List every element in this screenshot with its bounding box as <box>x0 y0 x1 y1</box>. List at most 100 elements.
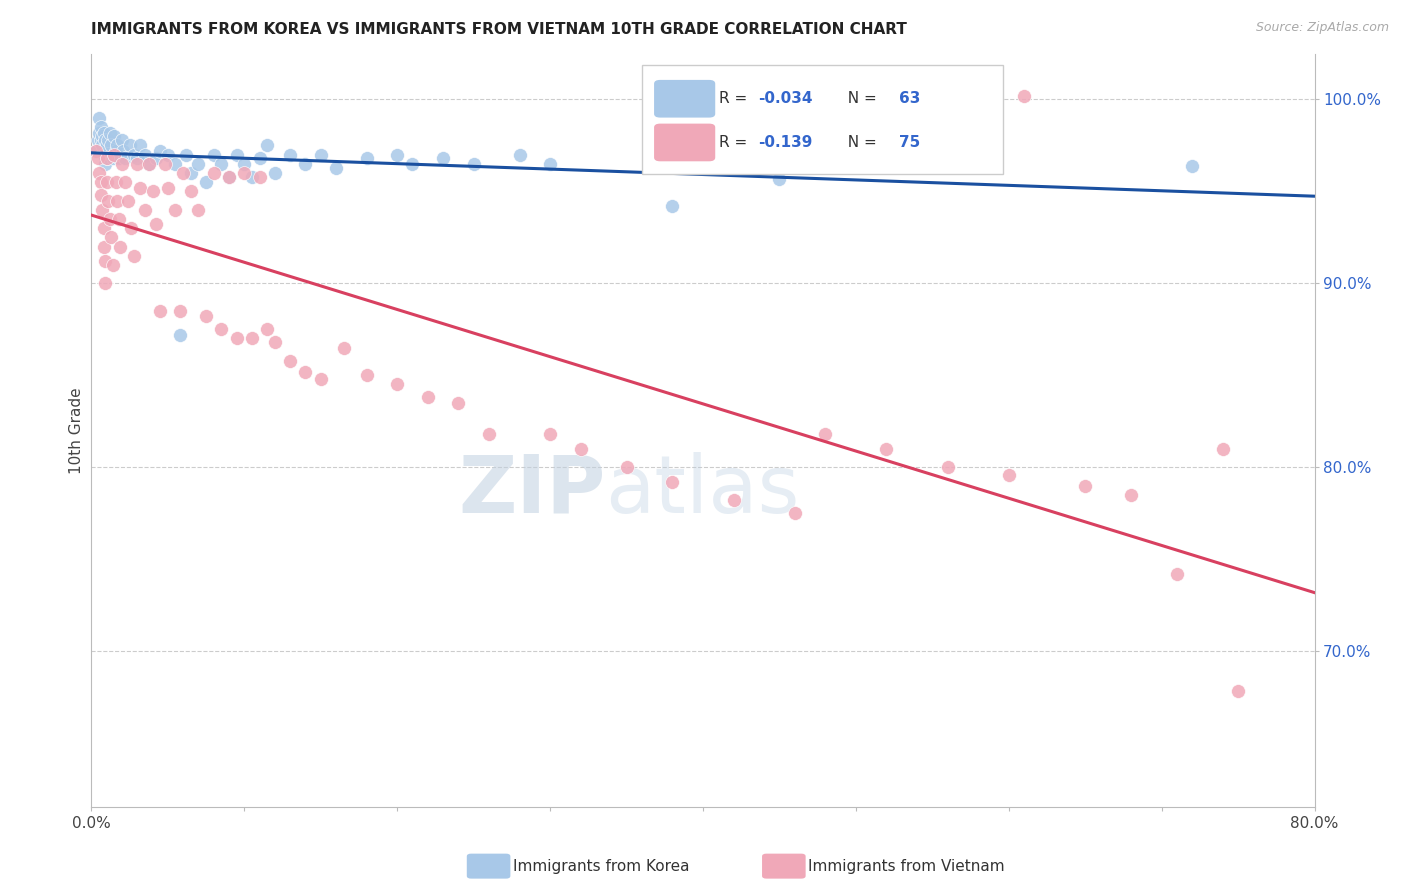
Point <box>93 147 115 161</box>
Point <box>122 249 145 263</box>
Point <box>538 157 561 171</box>
Point <box>98 211 121 226</box>
Point <box>447 396 470 410</box>
Point <box>149 304 172 318</box>
Point <box>202 166 225 180</box>
Point <box>1121 488 1143 502</box>
Point <box>202 147 225 161</box>
Point <box>112 144 135 158</box>
Point <box>138 157 160 171</box>
Point <box>96 175 118 189</box>
Point <box>117 194 139 208</box>
Point <box>90 175 112 189</box>
Point <box>165 202 187 217</box>
Point <box>138 157 160 171</box>
Point <box>153 157 176 171</box>
Point <box>225 147 247 161</box>
Point <box>218 169 240 184</box>
Point <box>309 147 332 161</box>
Point <box>209 157 232 171</box>
Point <box>294 157 316 171</box>
Point <box>1012 88 1035 103</box>
Point <box>432 151 454 165</box>
Point <box>96 151 118 165</box>
Point <box>84 144 107 158</box>
Point <box>249 169 271 184</box>
Point <box>180 185 202 199</box>
Point <box>278 147 301 161</box>
Y-axis label: 10th Grade: 10th Grade <box>69 387 84 474</box>
Point <box>661 475 683 489</box>
Point <box>93 221 115 235</box>
Point <box>101 258 124 272</box>
Point <box>569 442 592 456</box>
Point <box>478 427 501 442</box>
Point <box>169 304 191 318</box>
Text: R =: R = <box>718 135 752 150</box>
Text: Immigrants from Korea: Immigrants from Korea <box>513 859 690 873</box>
Text: ZIP: ZIP <box>458 451 605 530</box>
Point <box>104 144 127 158</box>
Point <box>1227 684 1250 698</box>
Text: Source: ZipAtlas.com: Source: ZipAtlas.com <box>1256 21 1389 34</box>
Point <box>87 111 110 125</box>
Point <box>91 202 114 217</box>
Point <box>169 327 191 342</box>
Point <box>134 202 156 217</box>
Point <box>86 151 108 165</box>
Point <box>1181 159 1204 173</box>
Point <box>195 175 218 189</box>
Point <box>98 126 121 140</box>
Text: R =: R = <box>718 91 752 106</box>
Point <box>94 277 117 291</box>
Point <box>100 138 122 153</box>
Point <box>87 166 110 180</box>
Point <box>538 427 561 442</box>
Point <box>94 133 117 147</box>
Text: N =: N = <box>838 91 882 106</box>
Point <box>309 372 332 386</box>
FancyBboxPatch shape <box>467 854 510 879</box>
Point <box>187 202 209 217</box>
Point <box>264 335 287 350</box>
Point <box>97 194 120 208</box>
Point <box>294 365 316 379</box>
Text: N =: N = <box>838 135 882 150</box>
Point <box>509 147 531 161</box>
Point <box>94 254 117 268</box>
Point <box>416 390 439 404</box>
Point <box>108 151 131 165</box>
Point <box>145 218 167 232</box>
Text: -0.139: -0.139 <box>758 135 813 150</box>
FancyBboxPatch shape <box>654 80 716 118</box>
Text: 75: 75 <box>898 135 920 150</box>
Point <box>195 310 218 324</box>
Point <box>120 221 142 235</box>
Point <box>127 157 149 171</box>
Point <box>103 147 125 161</box>
Point <box>936 460 959 475</box>
Point <box>118 138 141 153</box>
Point <box>233 166 256 180</box>
Point <box>96 138 118 153</box>
Text: Immigrants from Vietnam: Immigrants from Vietnam <box>808 859 1005 873</box>
Point <box>93 239 115 253</box>
Point <box>225 331 247 345</box>
Point <box>325 161 347 175</box>
Point <box>156 147 179 161</box>
Point <box>187 157 209 171</box>
Point <box>156 180 179 194</box>
Point <box>100 230 122 244</box>
Point <box>723 493 745 508</box>
Point <box>1212 442 1234 456</box>
Text: atlas: atlas <box>605 451 800 530</box>
Point <box>218 169 240 184</box>
Point <box>105 138 128 153</box>
Point <box>783 506 806 520</box>
Point <box>105 194 128 208</box>
Point <box>385 147 409 161</box>
Point <box>264 166 287 180</box>
Text: -0.034: -0.034 <box>758 91 813 106</box>
Point <box>1074 478 1097 492</box>
Point <box>111 133 134 147</box>
